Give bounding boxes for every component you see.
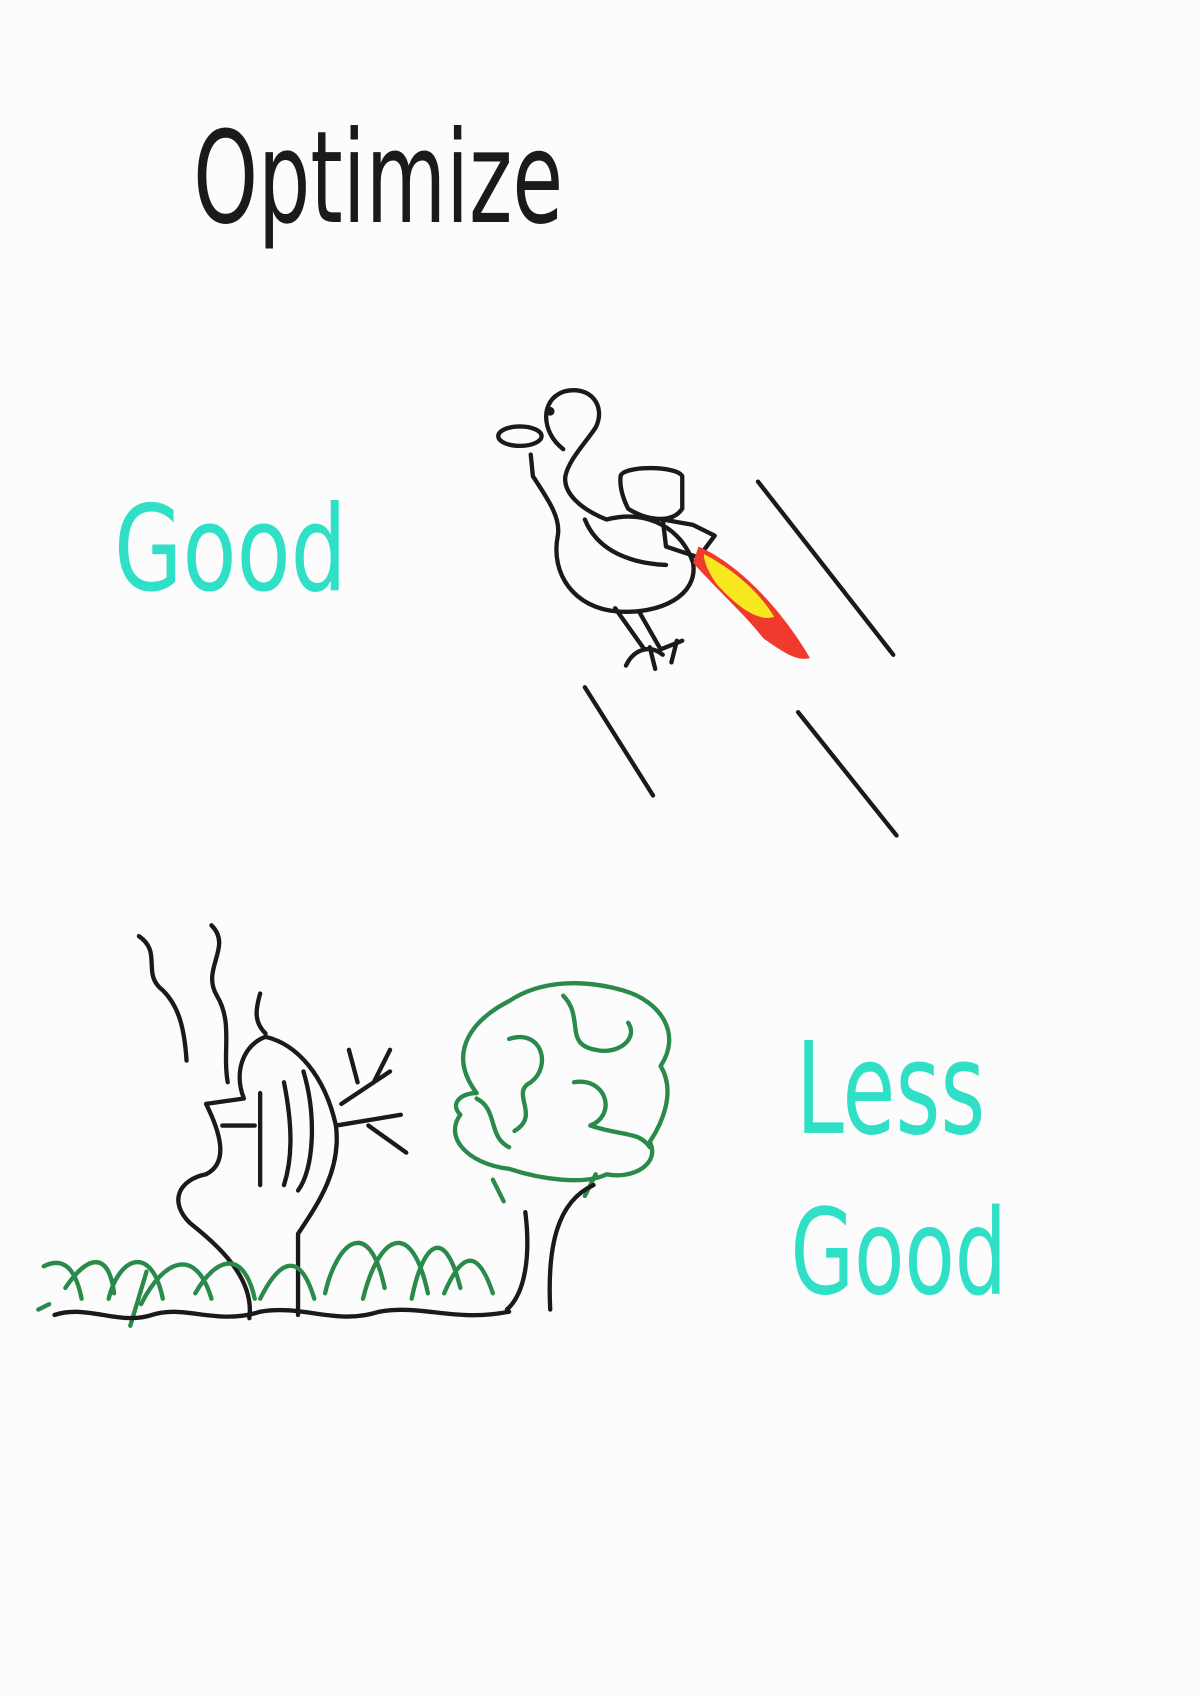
good-label-2: Good bbox=[790, 1184, 1006, 1322]
eye bbox=[545, 406, 555, 416]
bush-trunk bbox=[504, 1182, 596, 1312]
rocket-bird bbox=[496, 388, 899, 838]
ground bbox=[52, 1307, 512, 1321]
nozzle bbox=[660, 517, 717, 560]
wing bbox=[582, 517, 669, 568]
flame-core bbox=[703, 554, 775, 618]
legs bbox=[612, 606, 685, 672]
beak bbox=[496, 424, 544, 449]
title: Optimize bbox=[193, 104, 563, 253]
bush-detail bbox=[474, 993, 652, 1204]
bush bbox=[453, 981, 672, 1183]
good-label: Good bbox=[114, 481, 347, 619]
smoke bbox=[136, 923, 268, 1085]
landscape bbox=[36, 923, 672, 1328]
less-label: Less bbox=[796, 1015, 985, 1164]
speed-lines bbox=[582, 479, 899, 838]
grass bbox=[36, 1240, 496, 1328]
bird-body bbox=[528, 388, 696, 614]
trunk bbox=[176, 1034, 339, 1321]
branches bbox=[220, 1047, 409, 1193]
